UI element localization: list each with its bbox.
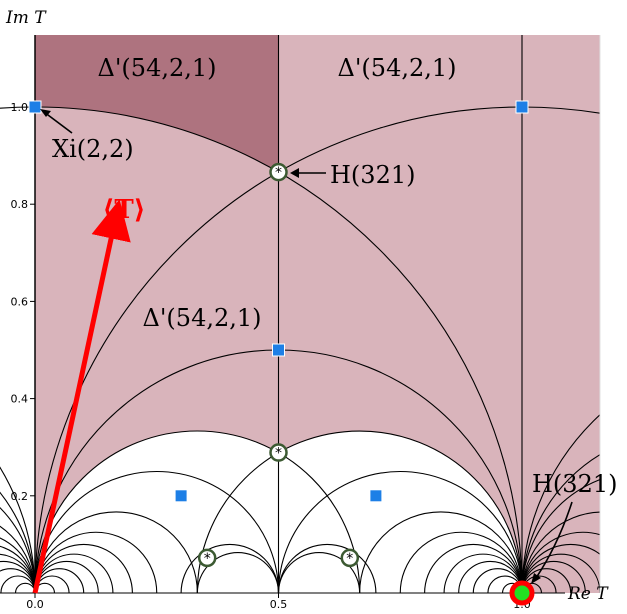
- h-bottom-annotation-arrowhead: [531, 573, 541, 584]
- region-label-dark: Δ'(54,2,1): [98, 54, 217, 82]
- cusp-fan-1-4: [443, 553, 523, 594]
- h-top-annotation: H(321): [330, 161, 415, 189]
- geodesic-left-half: [0, 466, 36, 594]
- asterisk-icon: *: [275, 446, 282, 462]
- cusp-fan-1p-6: [521, 531, 600, 594]
- square-marker: [369, 489, 383, 503]
- light-region-right: [522, 35, 600, 593]
- h-bottom-annotation: H(321): [532, 470, 617, 498]
- geodesic-small-c: [196, 552, 280, 594]
- geodesic-third-circle-b: [196, 430, 523, 594]
- asterisk-icon: *: [204, 551, 211, 567]
- cusp-fan-1-5: [424, 543, 523, 594]
- region-label-right: Δ'(54,2,1): [338, 54, 457, 82]
- highlight-marker: [509, 580, 535, 606]
- circle-marker: [269, 162, 288, 182]
- x-tick-label: 0.0: [26, 598, 44, 611]
- arrow-label: ⟨T⟩: [102, 195, 145, 225]
- x-axis-label: Re T: [567, 584, 609, 604]
- square-marker: [272, 343, 285, 357]
- cusp-fan-0n-0: [14, 582, 36, 594]
- geodesic-left-third: [0, 491, 36, 594]
- circle-marker: [269, 443, 288, 462]
- asterisk-icon: *: [346, 551, 353, 567]
- x-tick-label: 0.5: [270, 598, 288, 611]
- geodesic-right-half: [521, 414, 600, 594]
- xi-annotation-arrowhead: [40, 109, 51, 117]
- axes: 0.00.51.00.20.40.60.81.0Re TIm T: [0, 8, 609, 611]
- circle-marker: [340, 548, 360, 568]
- geodesic-small-d: [277, 552, 361, 594]
- geodesic-quarter-b: [277, 470, 523, 594]
- markers: * * * *: [28, 100, 535, 606]
- cusp-fan-0n-2: [0, 568, 36, 594]
- square-marker: [174, 489, 188, 503]
- y-tick-label: 0.6: [11, 295, 29, 308]
- y-tick-label: 0.8: [11, 198, 29, 211]
- geodesic-left-quarter: [0, 507, 36, 594]
- geodesic-small-a: [180, 543, 280, 594]
- y-tick-label: 1.0: [11, 101, 29, 114]
- asterisk-icon: *: [275, 165, 282, 181]
- cusp-fan-1-3: [458, 560, 523, 594]
- geodesic-right-quarter: [521, 479, 600, 594]
- cusp-fan-1p-7: [521, 511, 600, 594]
- cusp-fan-1-6: [399, 531, 523, 594]
- square-marker: [28, 100, 42, 114]
- cusp-fan-0n-4: [0, 553, 36, 594]
- circle-marker: [197, 548, 217, 568]
- cusp-fan-0n-7: [0, 525, 36, 594]
- cusp-fan-0n-3: [0, 560, 36, 594]
- h-bottom-annotation-arrow: [535, 501, 573, 579]
- y-tick-label: 0.4: [11, 393, 29, 406]
- cusp-fan-1p-4: [521, 553, 600, 594]
- y-axis-label: Im T: [5, 8, 47, 28]
- cusp-fan-1-7: [359, 511, 523, 594]
- square-marker: [515, 100, 529, 114]
- t-arrow: [32, 199, 131, 594]
- region-label-center: Δ'(54,2,1): [143, 304, 262, 332]
- geodesic-small-b: [277, 543, 377, 594]
- cusp-fan-1p-3: [521, 560, 586, 594]
- h-top-annotation-arrowhead: [290, 168, 299, 178]
- cusp-fan-1p-5: [521, 543, 600, 594]
- xi-annotation: Xi(2,2): [52, 135, 134, 163]
- geodesic-right-third: [521, 453, 600, 594]
- cusp-fan-0n-6: [0, 537, 36, 594]
- cusp-fan-0n-5: [0, 545, 36, 594]
- y-tick-label: 0.2: [11, 490, 29, 503]
- xi-annotation-arrow: [43, 111, 73, 134]
